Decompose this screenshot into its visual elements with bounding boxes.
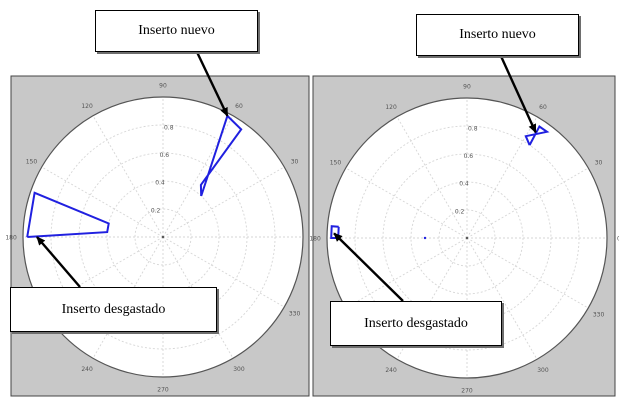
polar-spoke: [162, 166, 285, 238]
theta-tick-label: 330: [593, 311, 605, 318]
theta-tick-label: 0: [617, 236, 619, 243]
polar-origin: [162, 236, 164, 238]
callout-arrow: [498, 53, 537, 134]
r-tick-label: 0.8: [468, 125, 478, 132]
theta-tick-label: 30: [291, 159, 299, 166]
theta-tick-label: 300: [233, 366, 245, 373]
polar-spoke: [41, 166, 164, 238]
polar-ring: [134, 208, 192, 266]
theta-tick-label: 270: [157, 386, 169, 393]
callout-inserto-nuevo-left: Inserto nuevo: [95, 10, 258, 52]
polar-ring: [410, 181, 524, 295]
callout-inserto-desgastado-right: Inserto desgastado: [330, 301, 502, 346]
polar-ring: [106, 180, 220, 294]
r-tick-label: 0.6: [160, 152, 170, 159]
theta-tick-label: 330: [289, 310, 301, 317]
theta-tick-label: 240: [385, 367, 397, 374]
series-line-1: [199, 114, 243, 197]
theta-tick-label: 240: [81, 366, 93, 373]
polar-origin: [466, 237, 468, 239]
polar-spoke: [345, 167, 468, 239]
theta-tick-label: 150: [26, 159, 38, 166]
polar-spoke: [396, 116, 468, 239]
series-point: [423, 236, 427, 240]
theta-tick-label: 120: [81, 103, 93, 110]
theta-tick-label: 120: [385, 104, 397, 111]
theta-tick-label: 30: [595, 160, 603, 167]
polar-spoke: [466, 237, 538, 360]
theta-tick-label: 150: [330, 160, 342, 167]
series-line-1: [524, 125, 550, 146]
theta-tick-label: 180: [309, 236, 321, 243]
theta-tick-label: 60: [235, 103, 243, 110]
callout-inserto-desgastado-left: Inserto desgastado: [10, 287, 217, 332]
polar-ring: [438, 209, 496, 267]
polar-spoke: [92, 115, 164, 238]
r-tick-label: 0.4: [459, 181, 469, 188]
theta-tick-label: 300: [537, 367, 549, 374]
callout-arrow: [36, 236, 81, 288]
theta-tick-label: 270: [461, 387, 473, 394]
r-tick-label: 0.4: [155, 180, 165, 187]
theta-tick-label: 90: [159, 83, 167, 90]
polar-spoke: [162, 236, 285, 308]
polar-panel-right: 0.20.40.60.80306090120150180210240270300…: [309, 75, 619, 397]
polar-spoke: [466, 167, 589, 239]
polar-panel-left: 0.20.40.60.80306090120150180210240270300…: [5, 75, 317, 397]
polar-ring: [50, 124, 276, 350]
theta-tick-label: 60: [539, 104, 547, 111]
r-tick-label: 0.2: [455, 208, 465, 215]
callout-inserto-nuevo-right: Inserto nuevo: [416, 14, 579, 56]
polar-spoke: [345, 237, 468, 309]
polar-ring: [382, 153, 552, 323]
r-tick-label: 0.6: [464, 153, 474, 160]
series-line-2: [26, 191, 110, 238]
polar-ring: [78, 152, 248, 322]
theta-tick-label: 90: [463, 84, 471, 91]
polar-spoke: [466, 237, 589, 309]
r-tick-label: 0.8: [164, 124, 174, 131]
theta-tick-label: 180: [5, 235, 17, 242]
r-tick-label: 0.2: [151, 207, 161, 214]
callout-arrow: [333, 232, 404, 302]
callout-arrow: [194, 49, 229, 117]
polar-ring: [354, 125, 580, 351]
